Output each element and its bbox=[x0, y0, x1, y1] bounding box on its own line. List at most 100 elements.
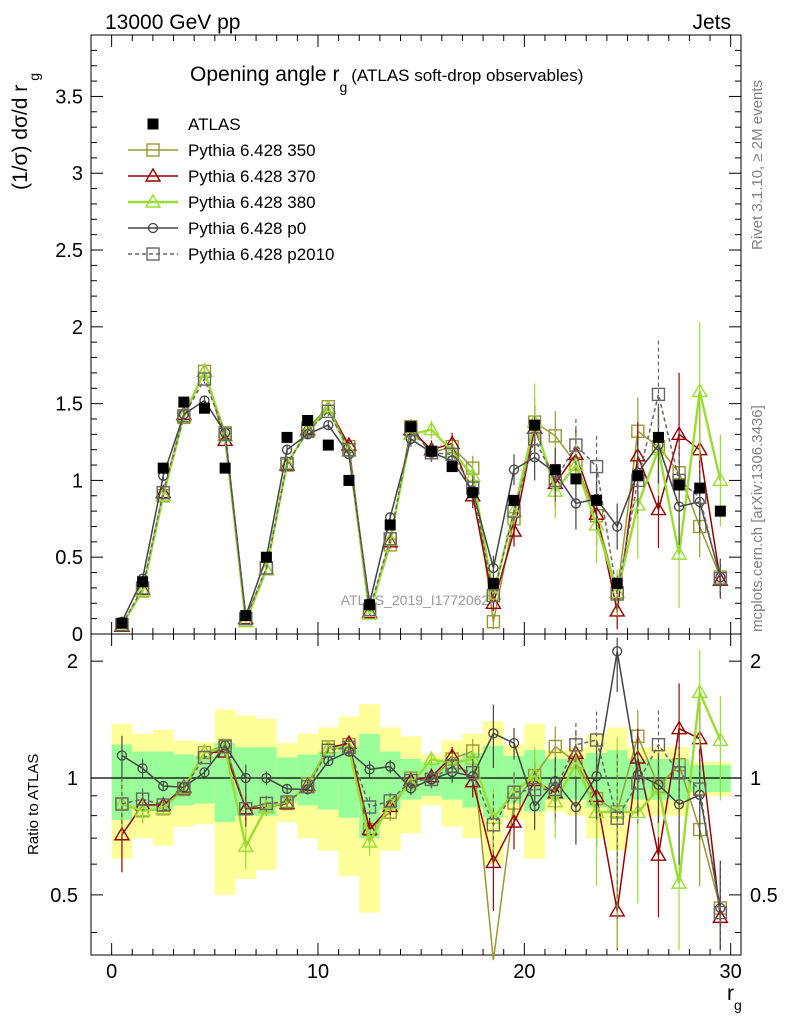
ratio-point-2 bbox=[423, 750, 440, 765]
series-line-3 bbox=[121, 399, 722, 623]
series-point-1 bbox=[381, 533, 399, 548]
series-point-2 bbox=[423, 421, 440, 436]
ratio-point-3 bbox=[281, 783, 293, 795]
legend-label-data: ATLAS bbox=[188, 115, 241, 134]
series-point-4 bbox=[280, 456, 294, 471]
mcplots-credit: mcplots.cern.ch [arXiv:1306.3436] bbox=[749, 405, 766, 632]
ratio-point-4 bbox=[631, 776, 645, 790]
ratio-point-2 bbox=[670, 874, 688, 889]
series-point-2 bbox=[278, 455, 296, 470]
data-point bbox=[652, 431, 664, 443]
svg-text:Opening angle rg(ATLAS soft-dr: Opening angle rg(ATLAS soft-drop observa… bbox=[190, 63, 583, 95]
ratio-point-1 bbox=[113, 826, 131, 841]
ratio-point-3 bbox=[240, 772, 251, 784]
ratio-point-3 bbox=[158, 780, 169, 792]
title-suffix: (ATLAS soft-drop observables) bbox=[351, 66, 583, 85]
ratio-point-4 bbox=[135, 792, 150, 806]
y-tick-label-bottom-right: 2 bbox=[750, 651, 761, 673]
ratio-point-3 bbox=[653, 779, 664, 790]
series-point-3 bbox=[612, 521, 623, 532]
ratio-point-4 bbox=[404, 773, 418, 788]
ratio-band-inner bbox=[276, 757, 298, 802]
y-tick-label-top: 3.5 bbox=[55, 86, 83, 108]
data-point bbox=[694, 482, 706, 494]
header-left: 13000 GeV pp bbox=[105, 11, 240, 34]
ratio-point-2 bbox=[361, 833, 378, 848]
data-point bbox=[549, 464, 561, 476]
analysis-watermark: ATLAS_2019_I1772062 bbox=[341, 592, 490, 608]
ratio-point-4 bbox=[589, 733, 604, 747]
legend-label-0: Pythia 6.428 350 bbox=[188, 141, 316, 160]
ratio-point-4 bbox=[177, 781, 191, 796]
legend: ATLAS Pythia 6.428 350 Pythia 6.428 370 Pyt… bbox=[128, 115, 335, 264]
series-point-4 bbox=[589, 459, 604, 474]
y-tick-label-top: 2 bbox=[72, 317, 83, 339]
x-axis-label: rg bbox=[727, 982, 742, 1013]
ratio-series-layer bbox=[113, 637, 729, 961]
ratio-point-4 bbox=[445, 759, 459, 773]
data-point bbox=[714, 505, 726, 517]
ratio-point-2 bbox=[155, 800, 172, 815]
ratio-band-inner bbox=[152, 751, 174, 810]
data-point bbox=[240, 610, 252, 622]
y-tick-label-bottom-right: 0.5 bbox=[750, 885, 778, 907]
series-point-3 bbox=[405, 433, 416, 445]
plot-title: Opening angle rg(ATLAS soft-drop observa… bbox=[190, 63, 583, 95]
ratio-point-4 bbox=[569, 738, 583, 752]
ratio-point-4 bbox=[342, 740, 356, 754]
main-series-layer bbox=[113, 322, 729, 633]
data-point bbox=[508, 494, 520, 506]
series-point-4 bbox=[197, 372, 212, 386]
y-tick-label-bottom-right: 1 bbox=[750, 768, 761, 790]
data-point bbox=[116, 617, 128, 629]
ratio-point-4 bbox=[527, 782, 542, 797]
ratio-point-4 bbox=[383, 794, 397, 808]
data-point bbox=[425, 445, 437, 457]
data-point bbox=[529, 419, 541, 431]
ratio-point-2 bbox=[258, 799, 275, 814]
legend-marker-1 bbox=[144, 167, 162, 182]
rivet-version: Rivet 3.1.10, ≥ 2M events bbox=[749, 80, 766, 250]
series-point-3 bbox=[488, 562, 499, 574]
series-point-2 bbox=[505, 502, 523, 517]
series-line-0 bbox=[121, 369, 722, 626]
title-subscript: g bbox=[339, 79, 347, 95]
series-point-2 bbox=[485, 585, 502, 600]
ratio-point-3 bbox=[612, 646, 623, 657]
y-tick-label-bottom: 0.5 bbox=[50, 885, 78, 907]
legend-marker-0 bbox=[146, 143, 160, 157]
ratio-point-4 bbox=[466, 765, 480, 780]
y-tick-label-bottom: 2 bbox=[67, 651, 78, 673]
ratio-point-3 bbox=[570, 801, 582, 813]
ratio-point-1 bbox=[650, 846, 667, 861]
ratio-line-3 bbox=[121, 651, 722, 909]
ratio-point-1 bbox=[505, 813, 523, 828]
ratio-point-3 bbox=[261, 772, 272, 784]
series-line-1 bbox=[121, 369, 722, 627]
header-right: Jets bbox=[692, 11, 731, 34]
series-point-3 bbox=[570, 498, 582, 509]
ratio-point-4 bbox=[610, 811, 624, 825]
ratio-point-4 bbox=[507, 785, 521, 799]
ratio-point-4 bbox=[197, 750, 212, 765]
data-point bbox=[673, 479, 685, 491]
series-point-2 bbox=[691, 382, 708, 398]
series-point-4 bbox=[651, 387, 666, 402]
data-point bbox=[591, 494, 603, 506]
ratio-point-2 bbox=[691, 683, 708, 698]
ratio-point-3 bbox=[116, 750, 128, 761]
series-point-3 bbox=[673, 501, 685, 512]
title-main: Opening angle r bbox=[190, 63, 339, 86]
series-point-4 bbox=[218, 427, 232, 442]
data-point bbox=[157, 462, 169, 474]
ratio-point-1 bbox=[670, 720, 688, 735]
series-point-4 bbox=[569, 438, 583, 452]
ratio-band-inner bbox=[194, 755, 215, 804]
ratio-point-3 bbox=[137, 763, 148, 774]
ratio-point-4 bbox=[651, 737, 666, 752]
data-point bbox=[178, 396, 190, 408]
series-point-4 bbox=[156, 485, 170, 500]
series-point-2 bbox=[712, 472, 729, 487]
ratio-point-4 bbox=[486, 818, 501, 832]
series-point-4 bbox=[445, 447, 459, 461]
